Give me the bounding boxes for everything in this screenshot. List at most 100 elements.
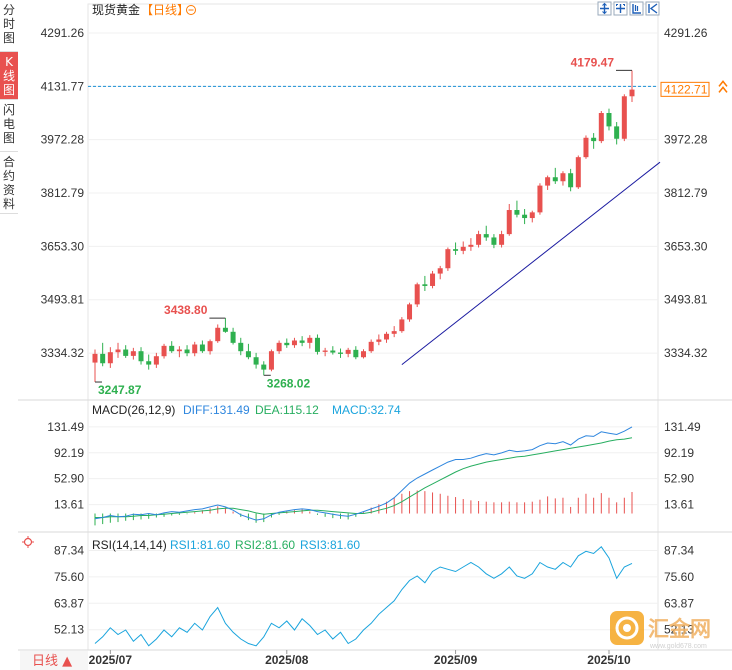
high-annotation: 3438.80 bbox=[164, 303, 208, 317]
tab-time-sharing[interactable]: 分时图 bbox=[0, 0, 18, 52]
period-label[interactable]: 【日线】 bbox=[141, 3, 189, 17]
candle bbox=[153, 356, 159, 365]
circle-minus-icon[interactable] bbox=[186, 5, 196, 15]
candle bbox=[606, 113, 612, 127]
candle bbox=[614, 126, 620, 139]
candle bbox=[568, 173, 574, 188]
crosshair-icon[interactable] bbox=[613, 1, 628, 16]
candle bbox=[222, 327, 228, 332]
candle bbox=[230, 331, 236, 343]
candle bbox=[169, 345, 175, 352]
candle bbox=[130, 351, 136, 356]
candle bbox=[253, 357, 259, 365]
candle bbox=[245, 351, 251, 358]
candle bbox=[161, 345, 167, 357]
watermark-logo: 汇金网 www.gold678.com bbox=[610, 611, 711, 650]
watermark-url: www.gold678.com bbox=[649, 643, 707, 650]
candle bbox=[268, 351, 274, 370]
expand-icon[interactable] bbox=[597, 1, 612, 16]
y-tick-label: 3972.28 bbox=[41, 133, 85, 147]
macd-legend-item: DIFF:131.49 bbox=[183, 403, 250, 417]
candle bbox=[583, 137, 589, 158]
candle bbox=[261, 364, 267, 370]
candle bbox=[192, 344, 198, 354]
period-button[interactable]: 日线 ▲ bbox=[20, 651, 88, 670]
candle bbox=[460, 246, 466, 251]
rsi-panel[interactable]: 87.34 87.34 75.60 75.60 63.87 63.87 52.13 52.13… bbox=[54, 538, 694, 647]
candle bbox=[476, 234, 482, 245]
candle bbox=[499, 234, 505, 245]
y-tick-label: 3334.32 bbox=[41, 346, 85, 360]
rsi-legend-item: RSI2:81.60 bbox=[235, 538, 295, 552]
line-tool-icon[interactable] bbox=[645, 1, 660, 16]
candle bbox=[330, 350, 336, 353]
rsi-line bbox=[94, 546, 633, 647]
y-tick-label-right: 92.19 bbox=[664, 446, 694, 460]
price-panel[interactable]: 4291.264291.264131.774131.773972.283972.… bbox=[41, 26, 728, 397]
tab-contract-info[interactable]: 合约资料 bbox=[0, 152, 18, 214]
y-tick-label-right: 3972.28 bbox=[664, 133, 708, 147]
y-tick-label-right: 87.34 bbox=[664, 543, 694, 557]
dea-line bbox=[95, 437, 633, 518]
svg-text:日线 ▲[interactable]: 日线 ▲ bbox=[32, 654, 72, 669]
current-price-tag bbox=[660, 81, 710, 97]
candle bbox=[598, 113, 604, 142]
watermark-text: 汇金网 bbox=[648, 617, 711, 641]
candle bbox=[514, 210, 520, 215]
candle bbox=[314, 337, 320, 352]
candle bbox=[621, 96, 627, 139]
candle bbox=[100, 353, 106, 364]
candle bbox=[445, 249, 451, 269]
y-tick-label-right: 63.87 bbox=[664, 596, 694, 610]
candle bbox=[560, 173, 566, 182]
candle bbox=[92, 353, 98, 363]
tab-flash-chart[interactable]: 闪电图 bbox=[0, 100, 18, 152]
candle bbox=[376, 339, 382, 342]
line-tool-icon[interactable] bbox=[629, 1, 644, 16]
candle bbox=[291, 340, 297, 346]
candle bbox=[184, 349, 190, 354]
y-tick-label: 3812.79 bbox=[41, 186, 85, 200]
y-tick-label: 3653.30 bbox=[41, 239, 85, 253]
y-tick-label: 52.90 bbox=[54, 472, 84, 486]
macd-panel[interactable]: 131.49 131.49 92.19 92.19 52.90 52.90 13.61 13.… bbox=[47, 403, 701, 526]
candle bbox=[491, 237, 497, 245]
y-tick-label: 4131.77 bbox=[41, 79, 85, 93]
candle bbox=[353, 349, 359, 358]
candle bbox=[123, 349, 129, 356]
candle bbox=[337, 352, 343, 354]
candle bbox=[414, 284, 420, 305]
y-tick-label-right: 3334.32 bbox=[664, 346, 708, 360]
y-tick-label: 3493.81 bbox=[41, 293, 85, 307]
y-tick-label-right: 52.13 bbox=[664, 623, 694, 637]
candle bbox=[199, 344, 205, 352]
candle bbox=[345, 349, 351, 354]
candle bbox=[115, 349, 121, 353]
candle bbox=[537, 185, 543, 213]
y-tick-label-right: 3653.30 bbox=[664, 239, 708, 253]
y-tick-label: 13.61 bbox=[54, 498, 84, 512]
candle bbox=[361, 351, 366, 358]
y-tick-label: 52.13 bbox=[54, 623, 84, 637]
y-tick-label-right: 13.61 bbox=[664, 498, 694, 512]
target-icon[interactable] bbox=[22, 536, 34, 548]
x-axis: 2025/07 2025/08 2025/09 2025/10 bbox=[89, 650, 631, 667]
candle bbox=[522, 214, 528, 219]
x-tick-label: 2025/07 bbox=[89, 653, 133, 667]
y-tick-label-right: 3493.81 bbox=[664, 293, 708, 307]
y-tick-label: 4291.26 bbox=[41, 26, 85, 40]
low-annotation: 3268.02 bbox=[267, 376, 311, 390]
candle bbox=[468, 244, 474, 247]
high-annotation: 4179.47 bbox=[571, 55, 615, 69]
x-tick-label: 2025/08 bbox=[265, 653, 309, 667]
candle bbox=[284, 342, 290, 346]
diff-line bbox=[94, 426, 633, 521]
candle bbox=[176, 349, 182, 352]
candle bbox=[107, 352, 113, 364]
macd-title: MACD(26,12,9) bbox=[92, 403, 175, 417]
macd-legend-item: MACD:32.74 bbox=[332, 403, 401, 417]
candle bbox=[483, 234, 489, 238]
candle bbox=[453, 249, 459, 251]
